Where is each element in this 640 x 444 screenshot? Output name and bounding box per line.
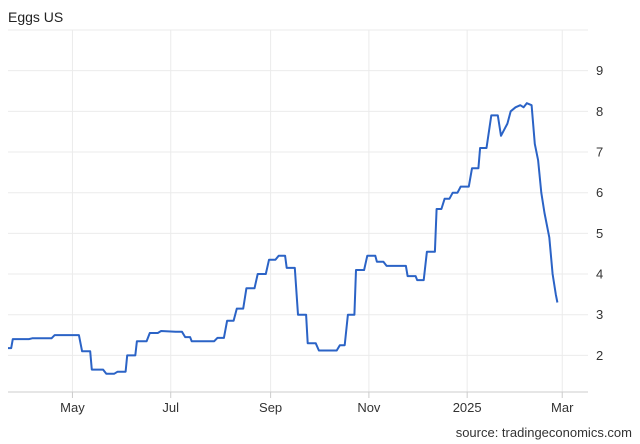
x-tick-label: Sep bbox=[259, 400, 282, 415]
y-tick-label: 7 bbox=[596, 145, 603, 160]
series-layer bbox=[8, 102, 559, 375]
chart-source: source: tradingeconomics.com bbox=[455, 425, 632, 440]
tick-labels: 2 3 4 5 6 7 8 9 May Jul Sep Nov 2025 Mar bbox=[60, 63, 603, 415]
y-tick-label: 8 bbox=[596, 104, 603, 119]
x-tick-label: Nov bbox=[357, 400, 381, 415]
gridlines bbox=[8, 29, 588, 392]
y-tick-label: 4 bbox=[596, 267, 603, 282]
chart-title: Eggs US bbox=[8, 9, 64, 25]
y-tick-label: 6 bbox=[596, 185, 603, 200]
x-tick-label: Jul bbox=[162, 400, 179, 415]
x-tick-label: May bbox=[60, 400, 85, 415]
axes bbox=[8, 391, 588, 398]
y-tick-label: 3 bbox=[596, 307, 603, 322]
series-line bbox=[8, 102, 559, 375]
y-tick-label: 2 bbox=[596, 348, 603, 363]
x-tick-label: 2025 bbox=[453, 400, 482, 415]
y-tick-label: 5 bbox=[596, 226, 603, 241]
x-tick-label: Mar bbox=[551, 400, 574, 415]
y-tick-label: 9 bbox=[596, 63, 603, 78]
